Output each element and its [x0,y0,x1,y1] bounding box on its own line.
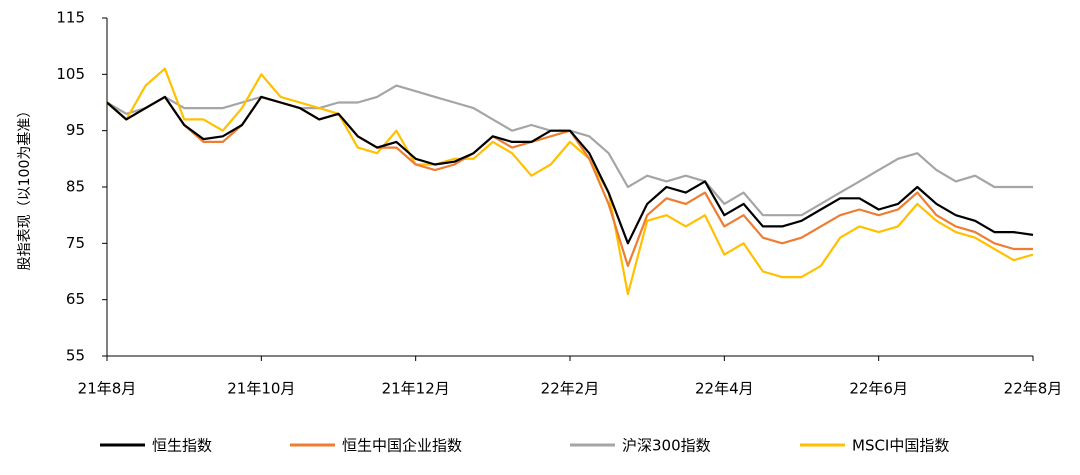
legend-label: 恒生指数 [152,437,212,455]
x-tick-label: 21年8月 [78,380,137,398]
y-tick-label: 75 [66,234,85,252]
series-line [106,84,1033,217]
x-tick-label: 21年12月 [382,380,450,398]
y-tick-label: 105 [56,65,85,83]
legend-label: 沪深300指数 [622,437,711,455]
y-axis-title: 股指表现（以100为基准） [16,104,33,271]
x-tick-label: 22年6月 [849,380,908,398]
y-tick-label: 85 [66,178,85,196]
y-tick-label: 55 [66,347,85,365]
y-tick-label: 95 [66,121,85,139]
series-line [106,95,1033,267]
x-tick-label: 21年10月 [227,380,295,398]
x-tick-label: 22年4月 [695,380,754,398]
x-tick-label: 22年8月 [1004,380,1063,398]
y-tick-label: 65 [66,290,85,308]
series-line [106,95,1034,245]
legend-label: 恒生中国企业指数 [342,437,462,455]
legend-label: MSCI中国指数 [852,437,949,455]
series-line [106,67,1034,296]
y-tick-label: 115 [56,9,85,27]
x-tick-label: 22年2月 [541,380,600,398]
